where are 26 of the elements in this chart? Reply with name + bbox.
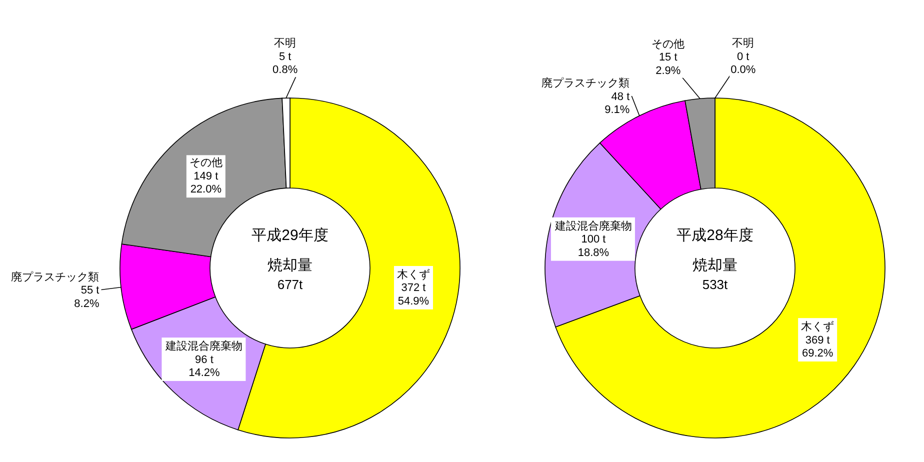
slice-label: その他: [652, 38, 685, 50]
data-label: 15 t 2.9%: [656, 52, 681, 77]
data-label: 48 t 9.1%: [604, 90, 630, 116]
text: 533t: [702, 277, 728, 292]
data-label: 55 t 8.2%: [74, 284, 100, 310]
text: 焼却量: [692, 257, 738, 274]
text: 焼却量: [268, 257, 312, 274]
data-label: 5 t 0.8%: [272, 50, 298, 76]
slice-label: 建設混合廃棄物: [554, 219, 632, 232]
data-label: 372 t 54.9%: [398, 282, 430, 308]
slice-label: 木くず: [801, 320, 834, 334]
data-label: 96 t 14.2%: [188, 354, 220, 379]
slice-label: 廃プラスチック類: [11, 270, 100, 284]
text: 平成28年度: [676, 227, 754, 244]
category-label: 不明: [732, 38, 754, 50]
data-label: 369 t 69.2%: [802, 334, 834, 360]
data-label: 149 t 22.0%: [190, 170, 222, 196]
data-label: 100 t 18.8%: [578, 234, 610, 259]
slice-label: 廃プラスチック類: [542, 76, 630, 90]
text: 平成29年度: [252, 227, 328, 244]
slice-label: 不明: [274, 38, 296, 50]
text: 677t: [277, 277, 304, 292]
slice-label: 木くず: [396, 268, 430, 282]
text: 0 t 0.0%: [730, 50, 756, 76]
slice-label: 建設混合廃棄物: [164, 340, 243, 353]
slice-label: その他: [189, 157, 222, 170]
